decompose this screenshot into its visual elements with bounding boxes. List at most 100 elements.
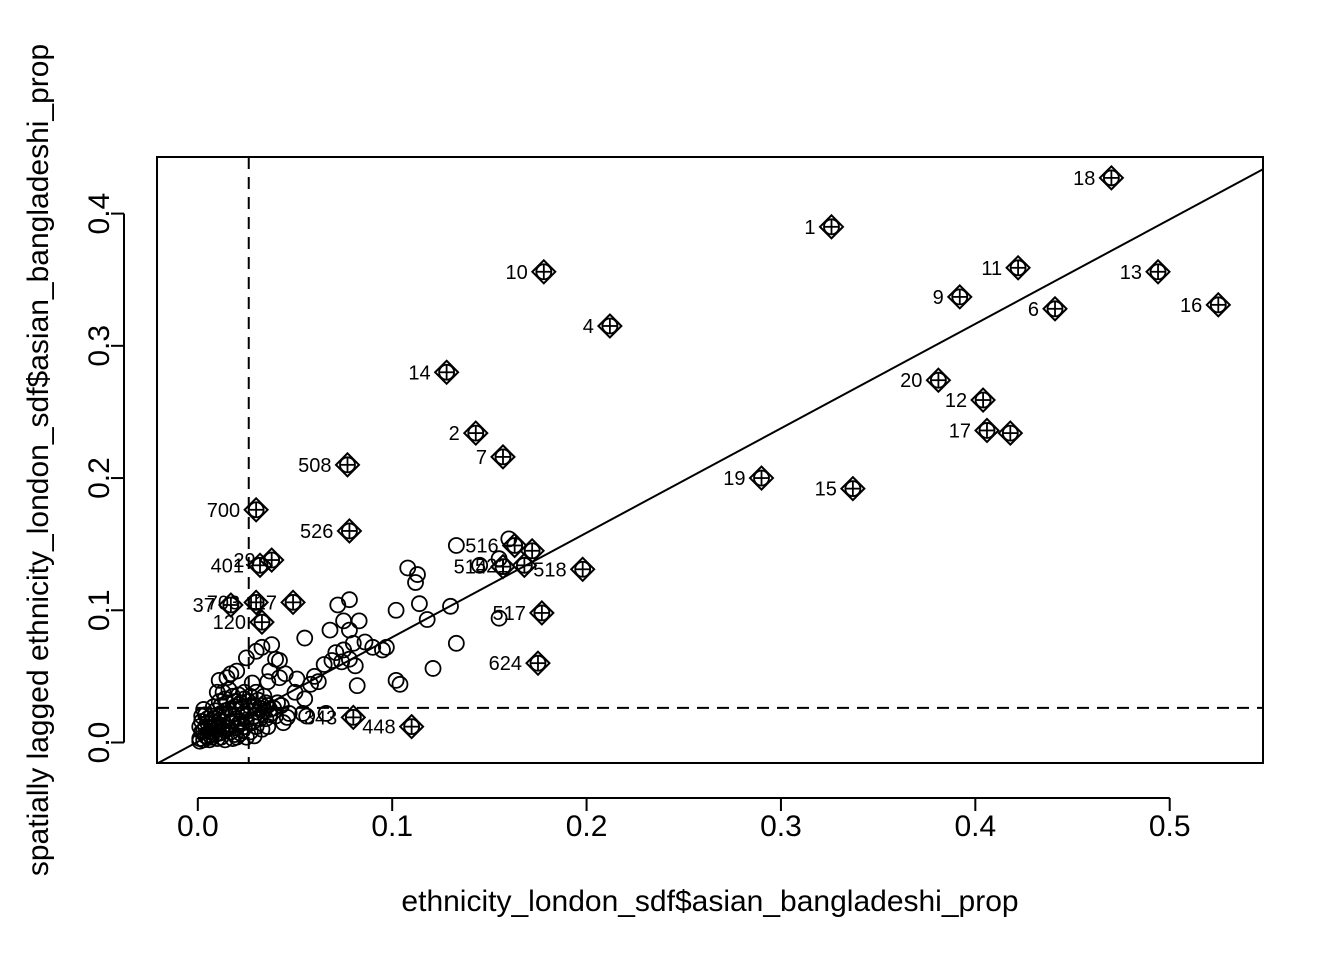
- influential-point: [974, 417, 1000, 444]
- influential-point: [839, 475, 866, 502]
- x-tick-label: 0.5: [1149, 810, 1191, 843]
- influential-point: [280, 589, 306, 616]
- data-point: [471, 556, 489, 574]
- data-point: [418, 611, 436, 628]
- influential-point-diamond: [490, 553, 516, 580]
- influential-point-diamond: [1005, 254, 1032, 281]
- point-label: 12: [945, 390, 967, 412]
- data-point: [321, 621, 339, 639]
- data-point: [377, 638, 395, 656]
- influential-point: [1205, 291, 1232, 318]
- influential-point: [258, 547, 285, 573]
- data-point: [199, 728, 216, 746]
- data-point: [447, 537, 465, 554]
- point-label: 508: [298, 455, 331, 477]
- influential-point-diamond: [818, 213, 845, 240]
- influential-point-diamond: [528, 600, 555, 626]
- influential-point-diamond: [970, 387, 997, 413]
- point-label: 514: [454, 557, 487, 579]
- influential-point: [530, 258, 557, 285]
- influential-point: [243, 496, 270, 523]
- influential-point-diamond: [280, 589, 306, 616]
- point-label: 343: [304, 707, 337, 729]
- influential-point-diamond: [748, 465, 775, 491]
- point-label: 526: [300, 521, 333, 543]
- influential-point: [925, 367, 952, 394]
- point-label: 11: [981, 258, 1002, 280]
- data-point: [206, 714, 224, 732]
- influential-point-diamond: [243, 589, 270, 616]
- x-tick-label: 0.2: [566, 810, 608, 843]
- data-point: [391, 675, 409, 693]
- influential-point-diamond: [340, 704, 367, 731]
- influential-point-diamond: [925, 367, 952, 394]
- influential-point-diamond: [501, 532, 528, 559]
- influential-point-diamond: [462, 420, 489, 447]
- data-point: [315, 656, 333, 673]
- data-point: [251, 699, 269, 717]
- data-point: [191, 732, 209, 750]
- data-point: [302, 675, 319, 693]
- data-point: [222, 665, 240, 683]
- influential-point: [336, 518, 363, 544]
- influential-point: [490, 443, 516, 470]
- influential-point: [501, 532, 528, 559]
- influential-point-diamond: [1098, 164, 1125, 191]
- influential-point-diamond: [247, 552, 273, 579]
- y-tick-label: 0.3: [83, 325, 116, 367]
- point-label: 624: [489, 653, 522, 675]
- regression-line: [157, 168, 1263, 763]
- influential-point: [997, 420, 1024, 447]
- influential-point-diamond: [839, 475, 866, 502]
- data-point: [228, 728, 246, 746]
- influential-point: [525, 650, 551, 677]
- point-label: 448: [362, 717, 395, 739]
- x-tick-label: 0.4: [954, 810, 996, 843]
- data-point: [387, 671, 405, 689]
- point-label: 7: [476, 447, 487, 469]
- influential-point: [818, 213, 845, 240]
- plot-region: [157, 157, 1263, 763]
- influential-point-diamond: [217, 592, 244, 618]
- point-label: 4: [583, 316, 594, 338]
- point-label: 517: [492, 603, 525, 625]
- point-label: 14: [408, 362, 430, 384]
- influential-point-diamond: [243, 496, 270, 523]
- influential-point-diamond: [1042, 295, 1068, 322]
- influential-point: [511, 552, 538, 579]
- point-label: 1: [804, 217, 815, 239]
- data-point: [364, 638, 382, 656]
- influential-point-diamond: [249, 609, 275, 636]
- influential-point: [1042, 295, 1068, 322]
- influential-point-diamond: [946, 283, 973, 310]
- data-point: [247, 683, 265, 701]
- data-point: [238, 649, 255, 667]
- point-label: 401: [211, 555, 244, 577]
- influential-point-diamond: [258, 547, 285, 573]
- point-label: 29: [233, 550, 255, 572]
- data-point: [348, 677, 366, 695]
- influential-point-diamond: [336, 518, 363, 544]
- point-label: 521: [475, 555, 508, 577]
- data-point: [278, 708, 296, 726]
- influential-point: [946, 283, 973, 310]
- influential-point-diamond: [433, 359, 460, 386]
- data-point: [263, 636, 281, 654]
- influential-point-diamond: [1145, 258, 1171, 285]
- influential-point: [1145, 258, 1171, 285]
- y-tick-label: 0.1: [83, 589, 116, 631]
- y-axis-title: spatially lagged ethnicity_london_sdf$as…: [22, 44, 55, 876]
- x-tick-label: 0.0: [177, 810, 219, 843]
- data-point: [232, 724, 249, 742]
- influential-point-diamond: [334, 451, 361, 478]
- point-label: 518: [533, 559, 566, 581]
- point-label: 16: [1180, 295, 1202, 317]
- data-point: [409, 566, 426, 583]
- y-tick-label: 0.0: [83, 722, 116, 764]
- influential-point: [569, 556, 596, 583]
- point-label: 20: [900, 370, 922, 392]
- point-label: 19: [723, 468, 745, 490]
- point-label: 703: [207, 592, 240, 614]
